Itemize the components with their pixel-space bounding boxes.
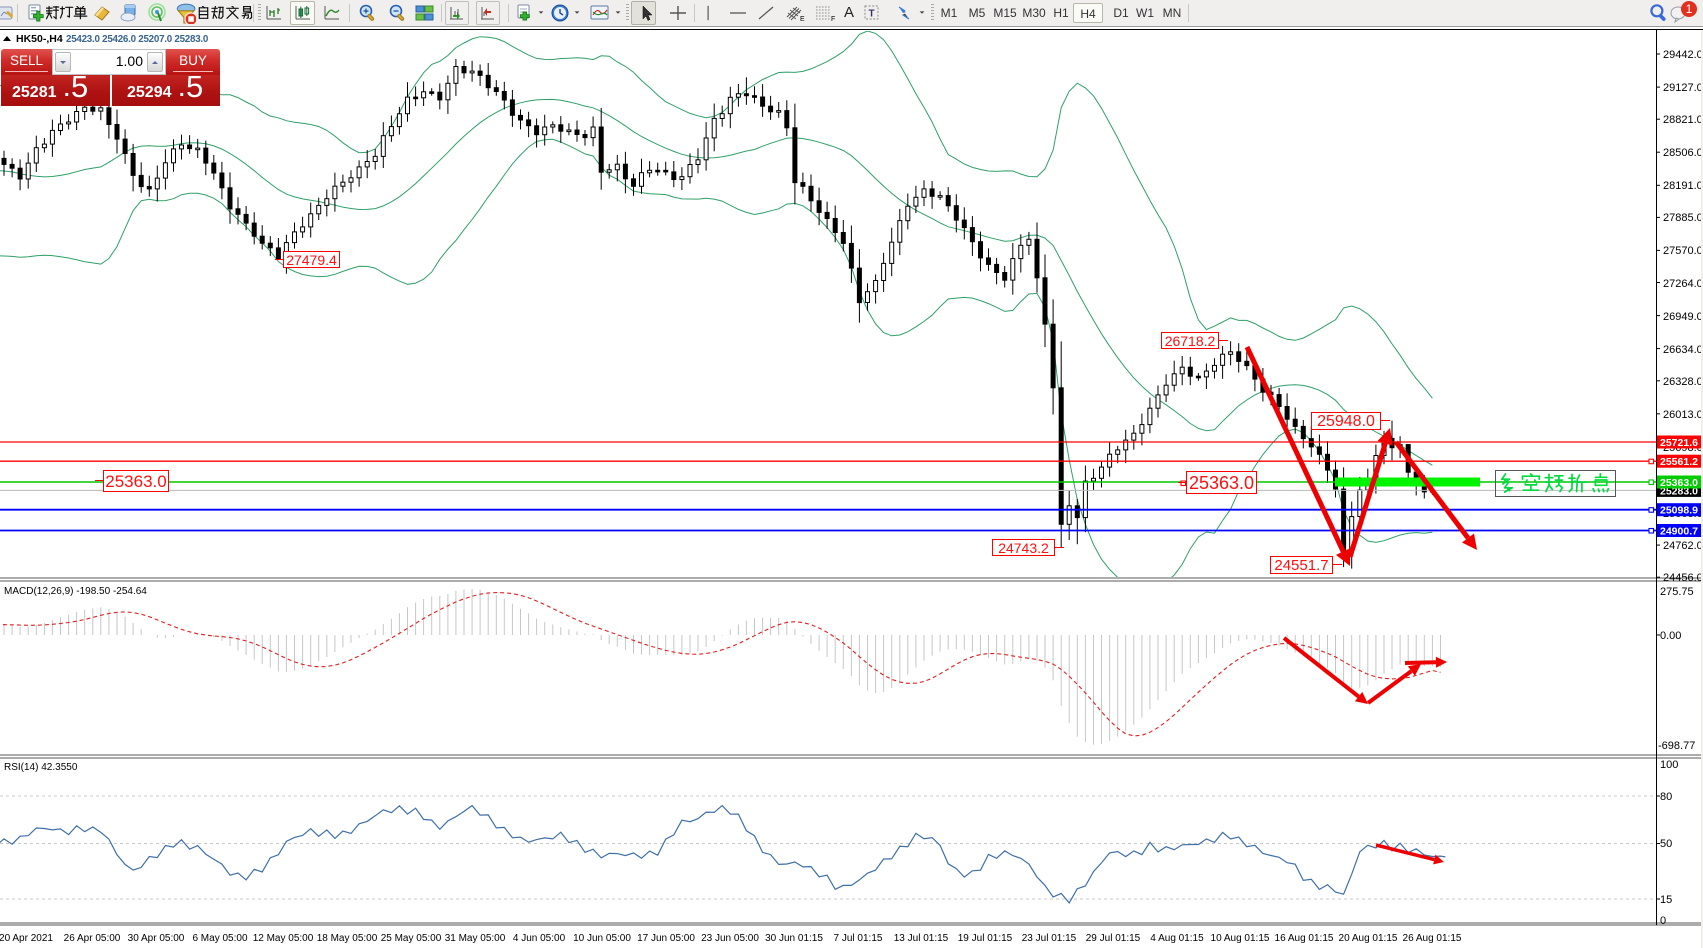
svg-text:26949.0: 26949.0 [1663,311,1703,323]
svg-text:18 May 05:00: 18 May 05:00 [317,933,378,944]
svg-text:19 Jul 01:15: 19 Jul 01:15 [958,933,1013,944]
svg-text:26 Apr 05:00: 26 Apr 05:00 [64,933,121,944]
svg-text:0.00: 0.00 [1660,630,1681,642]
svg-text:100: 100 [1660,759,1678,771]
svg-text:HK50-,H4: HK50-,H4 [16,33,63,45]
svg-text:17 Jun 05:00: 17 Jun 05:00 [637,933,695,944]
svg-text:7 Jul 01:15: 7 Jul 01:15 [834,933,883,944]
svg-text:20 Aug 01:15: 20 Aug 01:15 [1339,933,1398,944]
svg-text:RSI(14) 42.3550: RSI(14) 42.3550 [4,762,78,773]
svg-text:25423.0 25426.0 25207.0 25283.: 25423.0 25426.0 25207.0 25283.0 [66,34,209,45]
svg-text:4 Aug 01:15: 4 Aug 01:15 [1150,933,1204,944]
svg-text:28506.0: 28506.0 [1663,147,1703,159]
svg-text:30 Jun 01:15: 30 Jun 01:15 [765,933,823,944]
svg-text:24900.7: 24900.7 [1660,526,1698,538]
svg-text:25098.9: 25098.9 [1660,505,1698,517]
svg-text:26634.0: 26634.0 [1663,344,1703,356]
svg-text:13 Jul 01:15: 13 Jul 01:15 [894,933,949,944]
svg-text:16 Aug 01:15: 16 Aug 01:15 [1275,933,1334,944]
svg-text:80: 80 [1660,791,1672,803]
svg-text:25 May 05:00: 25 May 05:00 [381,933,442,944]
svg-text:23 Jul 01:15: 23 Jul 01:15 [1022,933,1077,944]
svg-text:4 Jun 05:00: 4 Jun 05:00 [513,933,566,944]
svg-text:23 Jun 05:00: 23 Jun 05:00 [701,933,759,944]
svg-text:0: 0 [1660,915,1666,927]
svg-text:12 May 05:00: 12 May 05:00 [253,933,314,944]
svg-text:10 Jun 05:00: 10 Jun 05:00 [573,933,631,944]
svg-text:28821.0: 28821.0 [1663,114,1703,126]
svg-text:30 Apr 05:00: 30 Apr 05:00 [128,933,185,944]
svg-text:F: F [831,16,835,23]
svg-text:20 Apr 2021: 20 Apr 2021 [0,933,53,944]
svg-text:25363.0: 25363.0 [1660,477,1698,489]
svg-text:24762.0: 24762.0 [1663,540,1703,552]
svg-text:25561.2: 25561.2 [1660,456,1698,468]
svg-text:6 May 05:00: 6 May 05:00 [192,933,247,944]
svg-text:27264.0: 27264.0 [1663,278,1703,290]
svg-text:27885.0: 27885.0 [1663,212,1703,224]
svg-text:E: E [800,16,805,23]
svg-text:T: T [869,9,875,20]
svg-text:15: 15 [1660,894,1672,906]
svg-text:275.75: 275.75 [1660,586,1694,598]
svg-text:10 Aug 01:15: 10 Aug 01:15 [1211,933,1270,944]
svg-text:MACD(12,26,9) -198.50 -254.64: MACD(12,26,9) -198.50 -254.64 [4,586,147,597]
svg-text:29442.0: 29442.0 [1663,49,1703,61]
svg-text:26328.0: 26328.0 [1663,376,1703,388]
svg-text:28191.0: 28191.0 [1663,180,1703,192]
svg-text:25721.6: 25721.6 [1660,437,1698,449]
svg-text:29 Jul 01:15: 29 Jul 01:15 [1086,933,1141,944]
svg-text:26013.0: 26013.0 [1663,409,1703,421]
svg-text:50: 50 [1660,838,1672,850]
svg-text:-698.77: -698.77 [1658,740,1695,752]
svg-text:24456.0: 24456.0 [1663,572,1703,584]
svg-text:29127.0: 29127.0 [1663,82,1703,94]
svg-text:26 Aug 01:15: 26 Aug 01:15 [1403,933,1462,944]
svg-text:31 May 05:00: 31 May 05:00 [445,933,506,944]
svg-text:27570.0: 27570.0 [1663,245,1703,257]
